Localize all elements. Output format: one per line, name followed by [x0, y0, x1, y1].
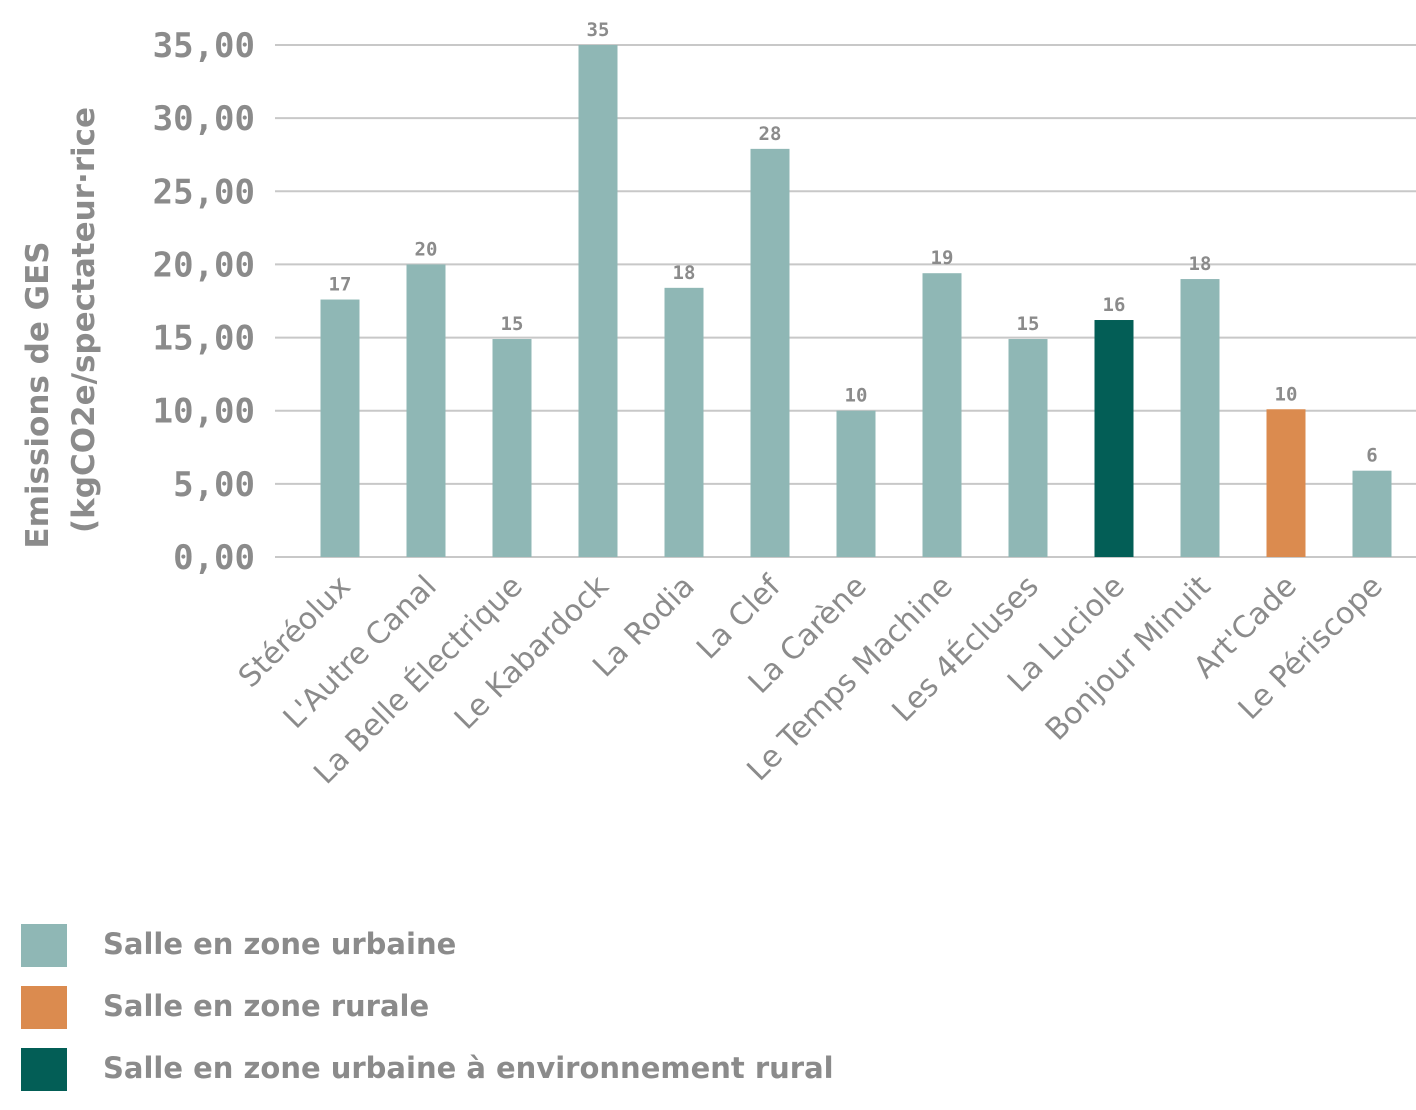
bar — [836, 410, 876, 557]
legend: Salle en zone urbaine Salle en zone rura… — [21, 924, 1021, 1110]
data-labels: 17 20 15 35 18 28 10 19 15 16 18 10 6 — [329, 19, 1378, 467]
data-label: 19 — [931, 247, 954, 269]
legend-item-urban: Salle en zone urbaine — [21, 924, 1021, 970]
bar — [578, 45, 618, 557]
y-tick-label: 20,00 — [153, 245, 255, 285]
bar — [1094, 320, 1134, 557]
data-label: 20 — [415, 238, 438, 260]
x-tick-label: L'Autre Canal — [277, 569, 444, 736]
y-tick-label: 35,00 — [153, 26, 255, 66]
bar — [492, 339, 532, 557]
legend-label-urban: Salle en zone urbaine — [103, 927, 457, 961]
x-tick-label: Les 4Écluses — [885, 568, 1046, 729]
data-label: 15 — [501, 313, 524, 335]
data-label: 16 — [1103, 294, 1126, 316]
legend-item-urban-rural-env: Salle en zone urbaine à environnement ru… — [21, 1048, 1021, 1094]
data-label: 35 — [587, 19, 610, 41]
bar — [1008, 339, 1048, 557]
bar — [922, 273, 962, 557]
y-axis-label-line2: (kgCO2e/spectateur·rice — [66, 107, 102, 533]
y-axis-label-line1: Emissions de GES — [20, 241, 56, 548]
data-label: 18 — [1189, 253, 1212, 275]
legend-label-urban-rural-env: Salle en zone urbaine à environnement ru… — [103, 1051, 834, 1085]
bar — [750, 148, 790, 557]
bar — [1352, 470, 1392, 557]
legend-swatch-rural — [21, 986, 67, 1029]
data-label: 28 — [759, 123, 782, 145]
bars — [320, 45, 1392, 557]
legend-label-rural: Salle en zone rurale — [103, 989, 430, 1023]
data-label: 15 — [1017, 313, 1040, 335]
data-label: 18 — [673, 262, 696, 284]
data-label: 10 — [845, 385, 868, 407]
y-tick-label: 5,00 — [173, 465, 255, 505]
data-label: 6 — [1366, 445, 1377, 467]
bar — [1266, 409, 1306, 557]
y-tick-label: 0,00 — [173, 538, 255, 578]
y-tick-label: 15,00 — [153, 319, 255, 359]
data-label: 17 — [329, 274, 352, 296]
legend-swatch-urban-rural-env — [21, 1048, 67, 1091]
bar — [406, 264, 446, 557]
legend-item-rural: Salle en zone rurale — [21, 986, 1021, 1032]
y-tick-label: 30,00 — [153, 99, 255, 139]
bar-chart: 0,00 5,00 10,00 15,00 20,00 25,00 30,00 35,00 1… — [20, 19, 1416, 791]
legend-swatch-urban — [21, 924, 67, 967]
data-label: 10 — [1275, 383, 1298, 405]
y-tick-label: 10,00 — [153, 392, 255, 432]
x-tick-label: Le Kabardock — [448, 568, 616, 736]
bar — [664, 287, 704, 557]
bar — [1180, 279, 1220, 557]
y-tick-label: 25,00 — [153, 172, 255, 212]
y-axis-ticks: 0,00 5,00 10,00 15,00 20,00 25,00 30,00 35,00 — [153, 26, 255, 578]
bar — [320, 299, 360, 557]
